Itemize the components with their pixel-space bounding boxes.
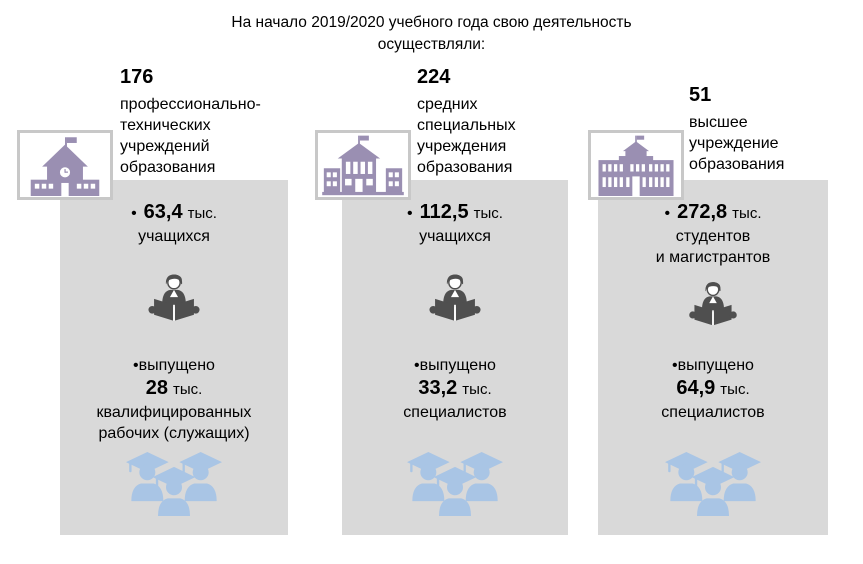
bullet-glyph: • [664, 205, 671, 222]
students-stat: • 272,8 тыс. студентов и магистрантов [598, 200, 828, 268]
institution-label-line: средних [417, 96, 478, 113]
student-reading-icon [60, 272, 288, 324]
college-building-icon [315, 130, 411, 200]
institution-count: 176 [120, 66, 154, 88]
institution-label-line: высшее [689, 114, 748, 131]
institution-label-line: технических [120, 117, 211, 134]
graduates-intro: выпущено [677, 357, 754, 374]
students-unit: тыс. [187, 205, 217, 222]
graduates-icon [342, 452, 568, 516]
higher-stats-panel: • 272,8 тыс. студентов и магистрантов [598, 180, 828, 535]
students-unit: тыс. [732, 205, 762, 222]
institution-label-line: учреждение [689, 135, 779, 152]
school-building-icon [17, 130, 113, 200]
institution-label-line: образования [417, 159, 513, 176]
graduates-icon [598, 452, 828, 516]
students-value: 112,5 [419, 201, 469, 223]
bullet-glyph: • [133, 357, 139, 374]
graduates-value: 28 [145, 377, 168, 399]
graduates-stat: •выпущено 64,9 тыс. специалистов [598, 356, 828, 423]
slide-title-line2: осуществляли: [377, 36, 486, 53]
students-label: учащихся [419, 228, 491, 245]
institution-count: 51 [689, 84, 712, 106]
graduates-unit: тыс. [172, 381, 203, 398]
students-label: и магистрантов [655, 249, 771, 266]
university-building-icon [588, 130, 684, 200]
graduates-intro: выпущено [138, 357, 215, 374]
bullet-glyph: • [414, 357, 420, 374]
institution-label-line: образования [120, 159, 216, 176]
graduates-value: 33,2 [418, 377, 458, 399]
graduates-value: 64,9 [676, 377, 716, 399]
vocational-stats-panel: • 63,4 тыс. учащихся [60, 180, 288, 535]
graduates-label: квалифицированных [96, 404, 252, 421]
institution-label-line: учреждения [417, 138, 507, 155]
graduates-label: специалистов [403, 404, 507, 421]
institution-count: 224 [417, 66, 451, 88]
student-reading-icon [342, 272, 568, 324]
slide-title-line1: На начало 2019/2020 учебного года свою д… [231, 14, 632, 31]
institution-label-line: профессионально- [120, 96, 261, 113]
graduates-icon [60, 452, 288, 516]
institution-label-line: учреждений [120, 138, 210, 155]
students-value: 63,4 [143, 201, 183, 223]
students-label: студентов [675, 228, 751, 245]
graduates-unit: тыс. [720, 381, 750, 398]
institution-label-line: специальных [417, 117, 516, 134]
students-unit: тыс. [473, 205, 503, 222]
graduates-stat: •выпущено 33,2 тыс. специалистов [342, 356, 568, 423]
students-stat: • 63,4 тыс. учащихся [60, 200, 288, 247]
slide-title: На начало 2019/2020 учебного года свою д… [0, 12, 863, 56]
graduates-intro: выпущено [419, 357, 496, 374]
students-value: 272,8 [677, 201, 728, 223]
student-reading-icon [598, 280, 828, 328]
column-secondary-header: 224 средних специальных учреждения образ… [417, 64, 516, 178]
column-vocational-header: 176 профессионально- технических учрежде… [120, 64, 261, 178]
graduates-unit: тыс. [462, 381, 492, 398]
students-stat: • 112,5 тыс. учащихся [342, 200, 568, 247]
secondary-stats-panel: • 112,5 тыс. учащихся [342, 180, 568, 535]
column-higher-header: 51 высшее учреждение образования [689, 82, 784, 175]
bullet-glyph: • [407, 205, 413, 222]
bullet-glyph: • [131, 205, 137, 222]
graduates-label: специалистов [661, 404, 765, 421]
graduates-stat: •выпущено 28 тыс. квалифицированных рабоч… [60, 356, 288, 444]
institution-label-line: образования [689, 156, 785, 173]
bullet-glyph: • [672, 357, 678, 374]
graduates-label: рабочих (служащих) [98, 425, 250, 442]
students-label: учащихся [138, 228, 210, 245]
